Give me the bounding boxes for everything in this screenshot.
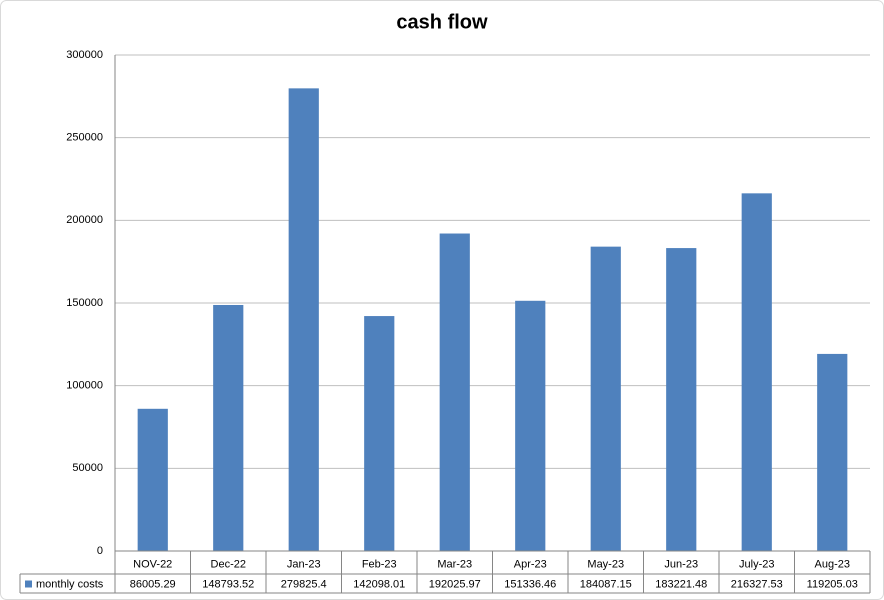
table-value: 86005.29 — [130, 578, 176, 590]
chart-title: cash flow — [396, 11, 488, 33]
bar — [439, 233, 470, 551]
table-value: 142098.01 — [353, 578, 405, 590]
x-tick-label: Jun-23 — [664, 558, 698, 570]
bar — [288, 88, 319, 551]
table-value: 151336.46 — [504, 578, 556, 590]
table-value: 119205.03 — [807, 578, 858, 590]
x-tick-label: July-23 — [739, 558, 774, 570]
bar — [666, 248, 697, 551]
bar — [213, 304, 244, 551]
bar — [137, 408, 168, 551]
table-value: 216327.53 — [731, 578, 783, 590]
y-tick-label: 250000 — [66, 132, 103, 144]
y-tick-label: 0 — [97, 545, 103, 557]
table-value: 192025.97 — [429, 578, 481, 590]
legend-swatch — [25, 580, 32, 588]
table-value: 184087.15 — [580, 578, 632, 590]
bar — [364, 316, 395, 551]
table-value: 279825.4 — [281, 578, 327, 590]
bar — [741, 193, 772, 551]
x-tick-label: NOV-22 — [133, 558, 172, 570]
x-tick-label: May-23 — [587, 558, 624, 570]
legend-label: monthly costs — [36, 578, 104, 590]
x-tick-label: Dec-22 — [211, 558, 246, 570]
x-tick-label: Aug-23 — [815, 558, 850, 570]
x-tick-label: Jan-23 — [287, 558, 321, 570]
table-value: 148793.52 — [202, 578, 254, 590]
y-tick-label: 200000 — [66, 214, 103, 226]
table-value: 183221.48 — [655, 578, 707, 590]
x-tick-label: Mar-23 — [437, 558, 472, 570]
y-tick-label: 150000 — [66, 297, 103, 309]
bar — [817, 353, 848, 551]
bar — [515, 300, 546, 551]
y-tick-label: 300000 — [66, 49, 103, 61]
y-tick-label: 100000 — [66, 380, 103, 392]
bar — [590, 246, 621, 551]
y-tick-label: 50000 — [72, 462, 103, 474]
x-tick-label: Apr-23 — [514, 558, 547, 570]
x-tick-label: Feb-23 — [362, 558, 397, 570]
